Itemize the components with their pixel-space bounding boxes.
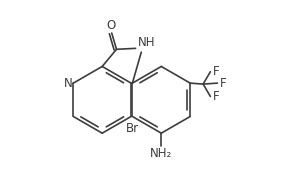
Text: N: N [64,77,72,90]
Text: F: F [213,90,219,103]
Text: Br: Br [126,122,138,135]
Text: O: O [106,19,116,32]
Text: NH: NH [138,36,155,49]
Text: NH₂: NH₂ [150,147,172,160]
Text: F: F [220,77,226,90]
Text: F: F [213,65,219,78]
